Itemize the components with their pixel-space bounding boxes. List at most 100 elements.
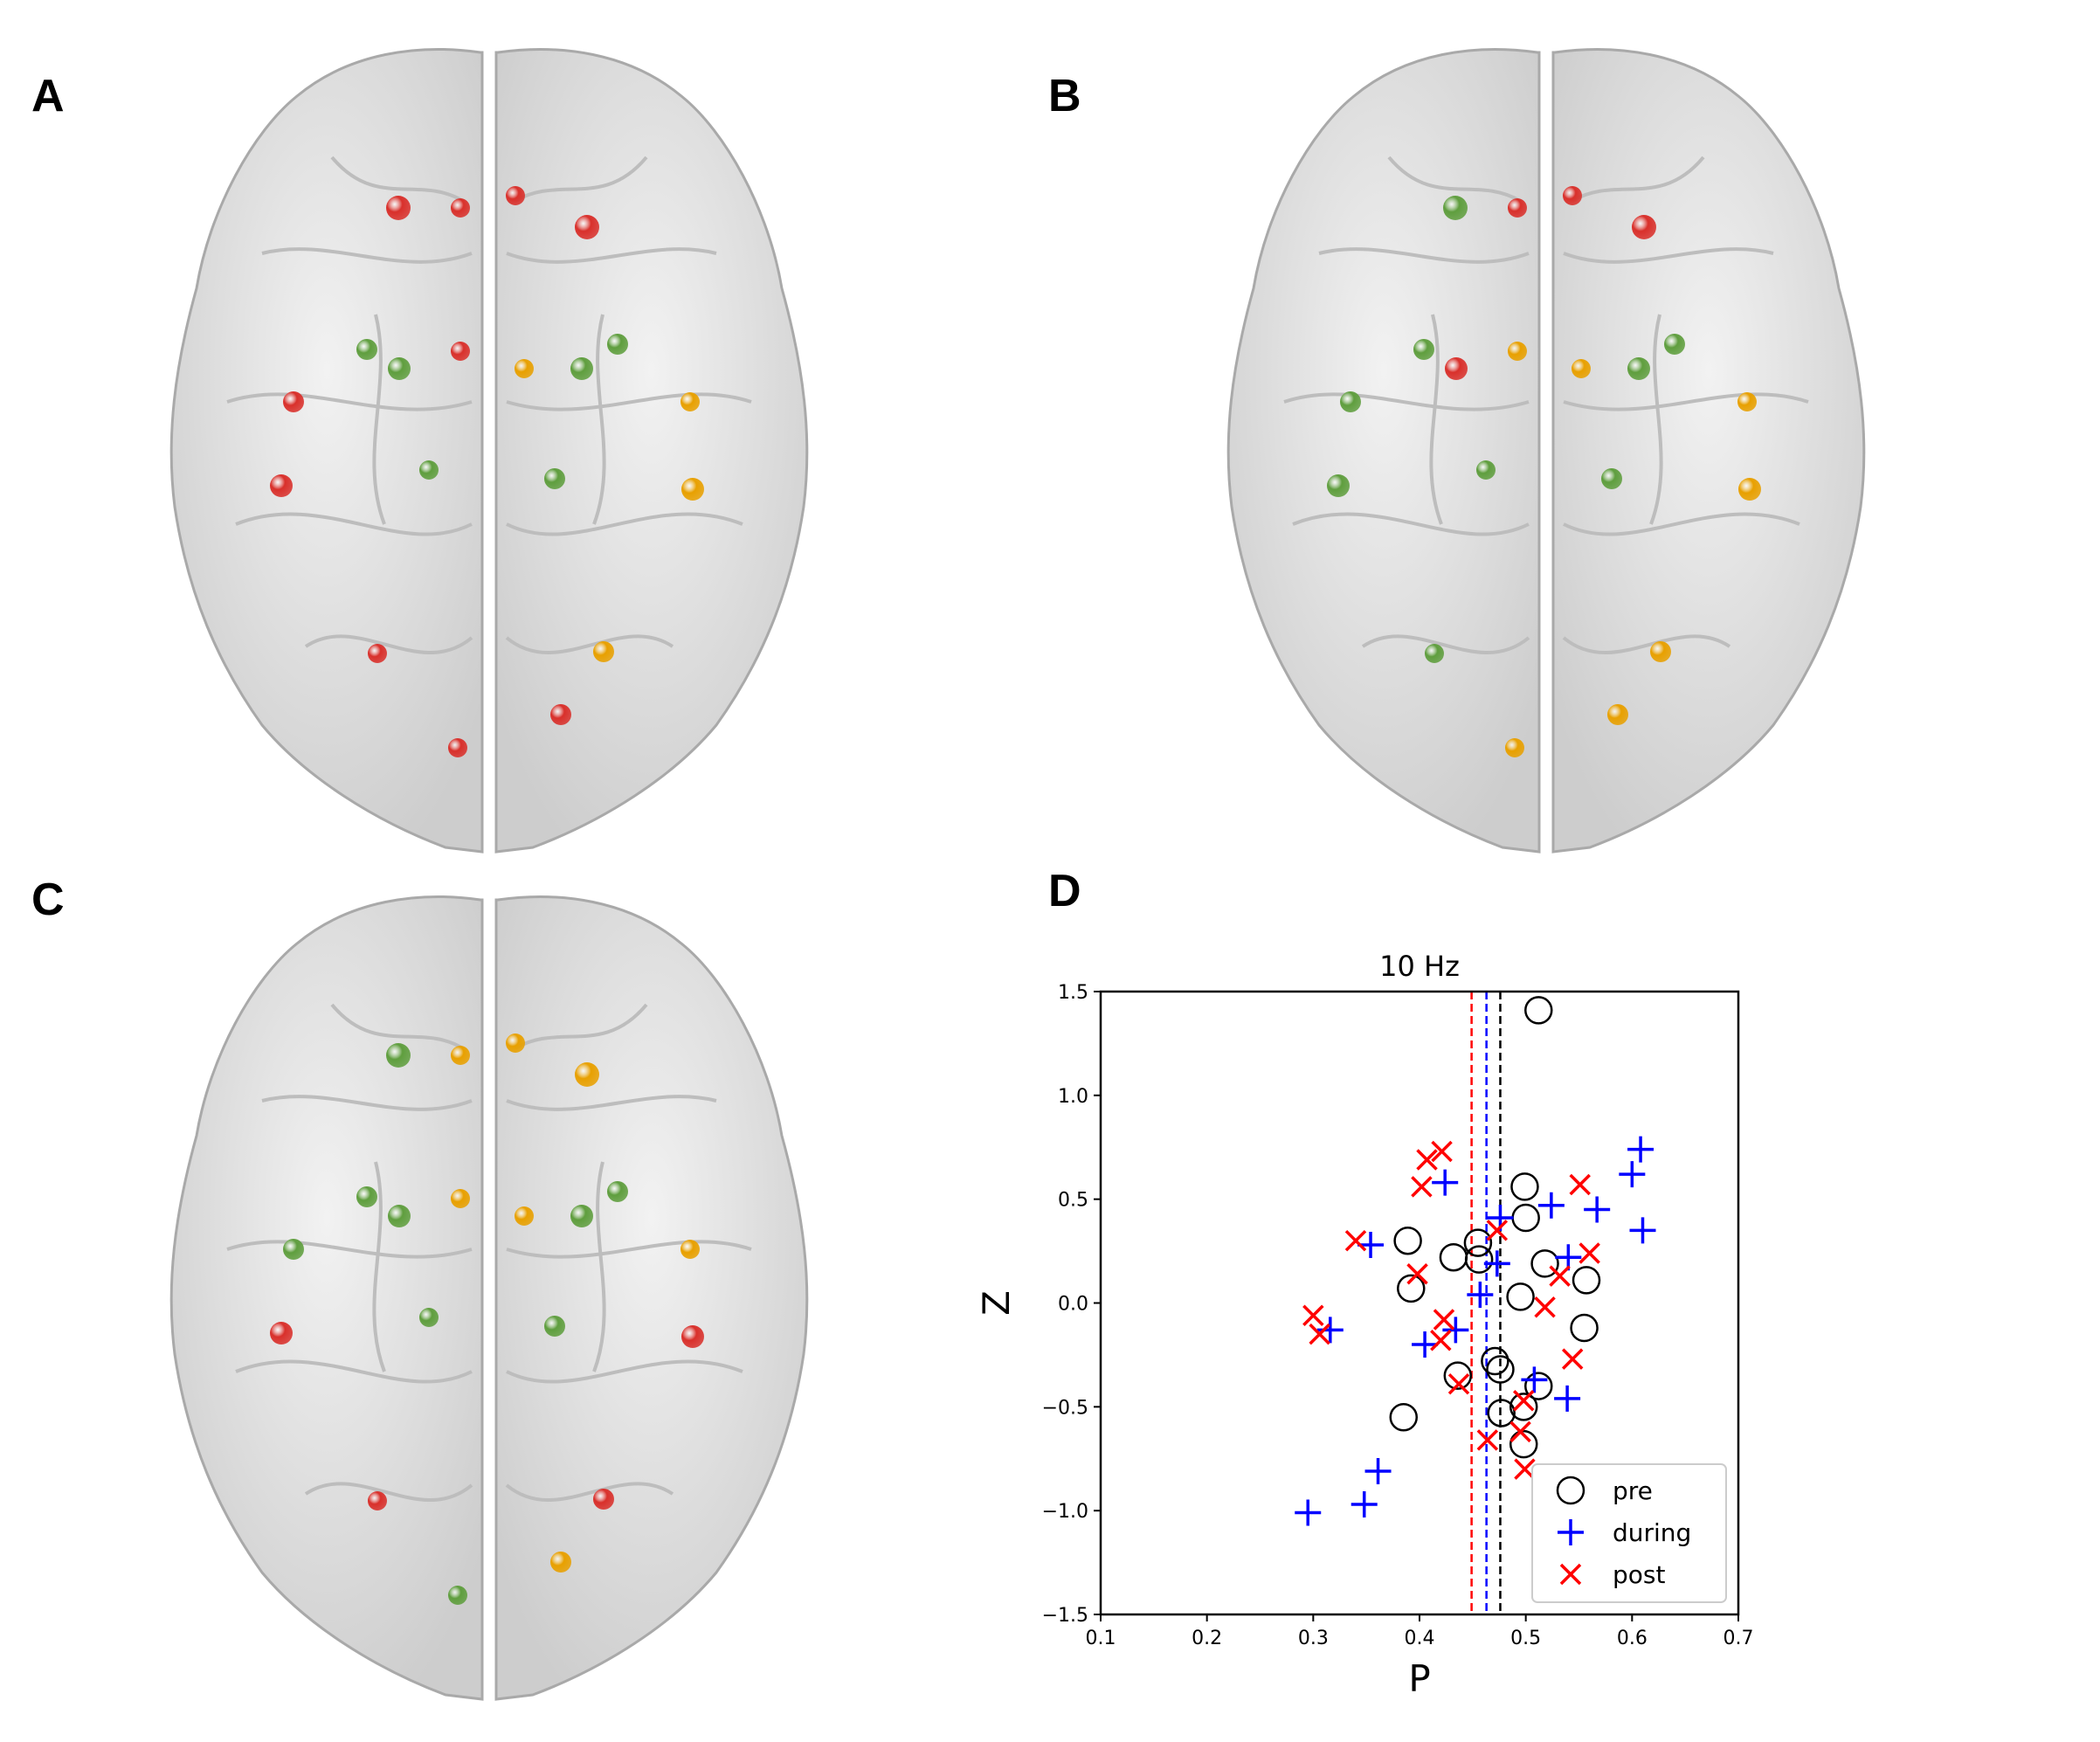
brain-figure-c (169, 895, 809, 1701)
brain-node-red (270, 474, 293, 497)
brain-node-orange (680, 1240, 700, 1259)
gyrus-fold (592, 1161, 606, 1372)
y-tick-label: −0.5 (1042, 1397, 1088, 1419)
panel-label-c: C (31, 874, 65, 925)
brain-node-green (388, 1205, 411, 1227)
gyrus-fold (1563, 392, 1809, 411)
gyrus-fold (1562, 634, 1731, 654)
data-point-post (1569, 1173, 1591, 1196)
y-tick-label: −1.5 (1042, 1605, 1088, 1627)
gyrus-fold (506, 1095, 717, 1111)
data-point-post (1406, 1262, 1428, 1285)
data-point-post (1344, 1229, 1367, 1252)
data-point-during (1521, 1366, 1548, 1393)
x-tick-label: 0.5 (1510, 1628, 1541, 1649)
data-point-during (1537, 1192, 1565, 1219)
gyrus-fold (592, 314, 606, 525)
brain-node-green (283, 1239, 304, 1260)
brain-node-orange (681, 478, 704, 501)
data-point-post (1578, 1242, 1600, 1264)
brain-node-green (448, 1586, 467, 1605)
data-point-post (1509, 1421, 1531, 1443)
data-point-pre (1464, 1245, 1494, 1274)
right-hemisphere (1551, 48, 1866, 854)
y-tick-label: 1.0 (1058, 1086, 1088, 1108)
data-point-pre (1509, 1429, 1538, 1459)
gyrus-fold (261, 247, 473, 264)
y-tick-label: 1.5 (1058, 982, 1088, 1004)
x-tick-label: 0.3 (1298, 1628, 1329, 1649)
brain-node-orange (451, 1189, 470, 1208)
brain-node-green (1340, 391, 1361, 412)
gyrus-fold (1283, 392, 1530, 411)
brain-node-orange (1505, 738, 1524, 757)
brain-node-green (607, 334, 628, 355)
legend-label-pre: pre (1613, 1476, 1653, 1505)
data-point-pre (1487, 1399, 1516, 1427)
gyrus-fold (235, 1359, 473, 1384)
scatter-plot-10hz: 10 Hz 0.1 0.2 0.3 0.4 0.5 0.6 0.7 −1.5 −1.0 −0.5 0.… (975, 950, 1754, 1700)
data-point-during (1554, 1385, 1581, 1412)
data-point-post (1514, 1458, 1536, 1480)
gyrus-fold (1563, 247, 1774, 264)
y-tick-label: −1.0 (1042, 1501, 1088, 1523)
data-point-post (1486, 1220, 1509, 1241)
gyrus-fold (261, 1095, 473, 1111)
data-point-pre (1570, 1313, 1599, 1343)
brain-node-green (570, 357, 593, 380)
data-point-pre (1511, 1203, 1540, 1233)
gyrus-fold (505, 634, 674, 654)
data-point-post (1561, 1348, 1584, 1370)
data-point-during (1629, 1217, 1656, 1244)
gyrus-fold (514, 1003, 648, 1050)
gyrus-fold (1361, 634, 1530, 654)
panel-label-b: B (1048, 71, 1081, 121)
chart-title: 10 Hz (1379, 950, 1460, 983)
gyrus-fold (1387, 156, 1522, 203)
brain-node-red (593, 1489, 614, 1510)
gyrus-fold (1318, 247, 1530, 264)
x-tick-label: 0.7 (1724, 1628, 1754, 1649)
data-point-post (1476, 1429, 1499, 1451)
data-point-during (1467, 1281, 1494, 1308)
brain-node-red (451, 342, 470, 361)
gyrus-fold (514, 156, 648, 203)
legend-marker-during (1558, 1519, 1584, 1545)
panel-label-a: A (31, 71, 65, 121)
gyrus-fold (304, 634, 473, 654)
data-point-during (1412, 1331, 1439, 1358)
gyrus-fold (506, 1359, 743, 1384)
brain-node-green (1627, 357, 1650, 380)
data-point-during (1619, 1161, 1646, 1188)
brain-node-red (1508, 198, 1527, 218)
brain-node-green (1476, 460, 1496, 480)
brain-node-orange (1650, 641, 1671, 662)
data-point-pre (1510, 1172, 1539, 1201)
left-hemisphere (169, 895, 484, 1701)
brain-node-green (386, 1043, 411, 1068)
right-hemisphere (494, 48, 809, 854)
brain-node-orange (451, 1046, 470, 1065)
brain-node-red (575, 215, 599, 239)
data-point-pre (1572, 1266, 1601, 1295)
y-tick-label: 0.5 (1058, 1190, 1088, 1212)
gyrus-fold (506, 1240, 752, 1259)
brain-node-green (1664, 334, 1685, 355)
data-point-post (1309, 1323, 1330, 1345)
brain-node-orange (515, 359, 534, 378)
brain-node-red (1632, 215, 1656, 239)
brain-node-green (388, 357, 411, 380)
brain-node-red (1563, 186, 1582, 205)
brain-node-orange (1737, 392, 1757, 411)
brain-node-red (1445, 357, 1468, 380)
x-axis-label: P (1408, 1657, 1430, 1700)
data-point-during (1627, 1136, 1654, 1163)
data-point-post (1430, 1330, 1452, 1351)
gyrus-fold (1649, 314, 1663, 525)
data-point-during (1483, 1250, 1510, 1277)
data-point-pre (1463, 1228, 1493, 1257)
brain-figure-a (169, 48, 809, 854)
gyrus-fold (505, 1482, 674, 1502)
brain-node-red (368, 644, 387, 663)
gyrus-fold (330, 1003, 465, 1050)
